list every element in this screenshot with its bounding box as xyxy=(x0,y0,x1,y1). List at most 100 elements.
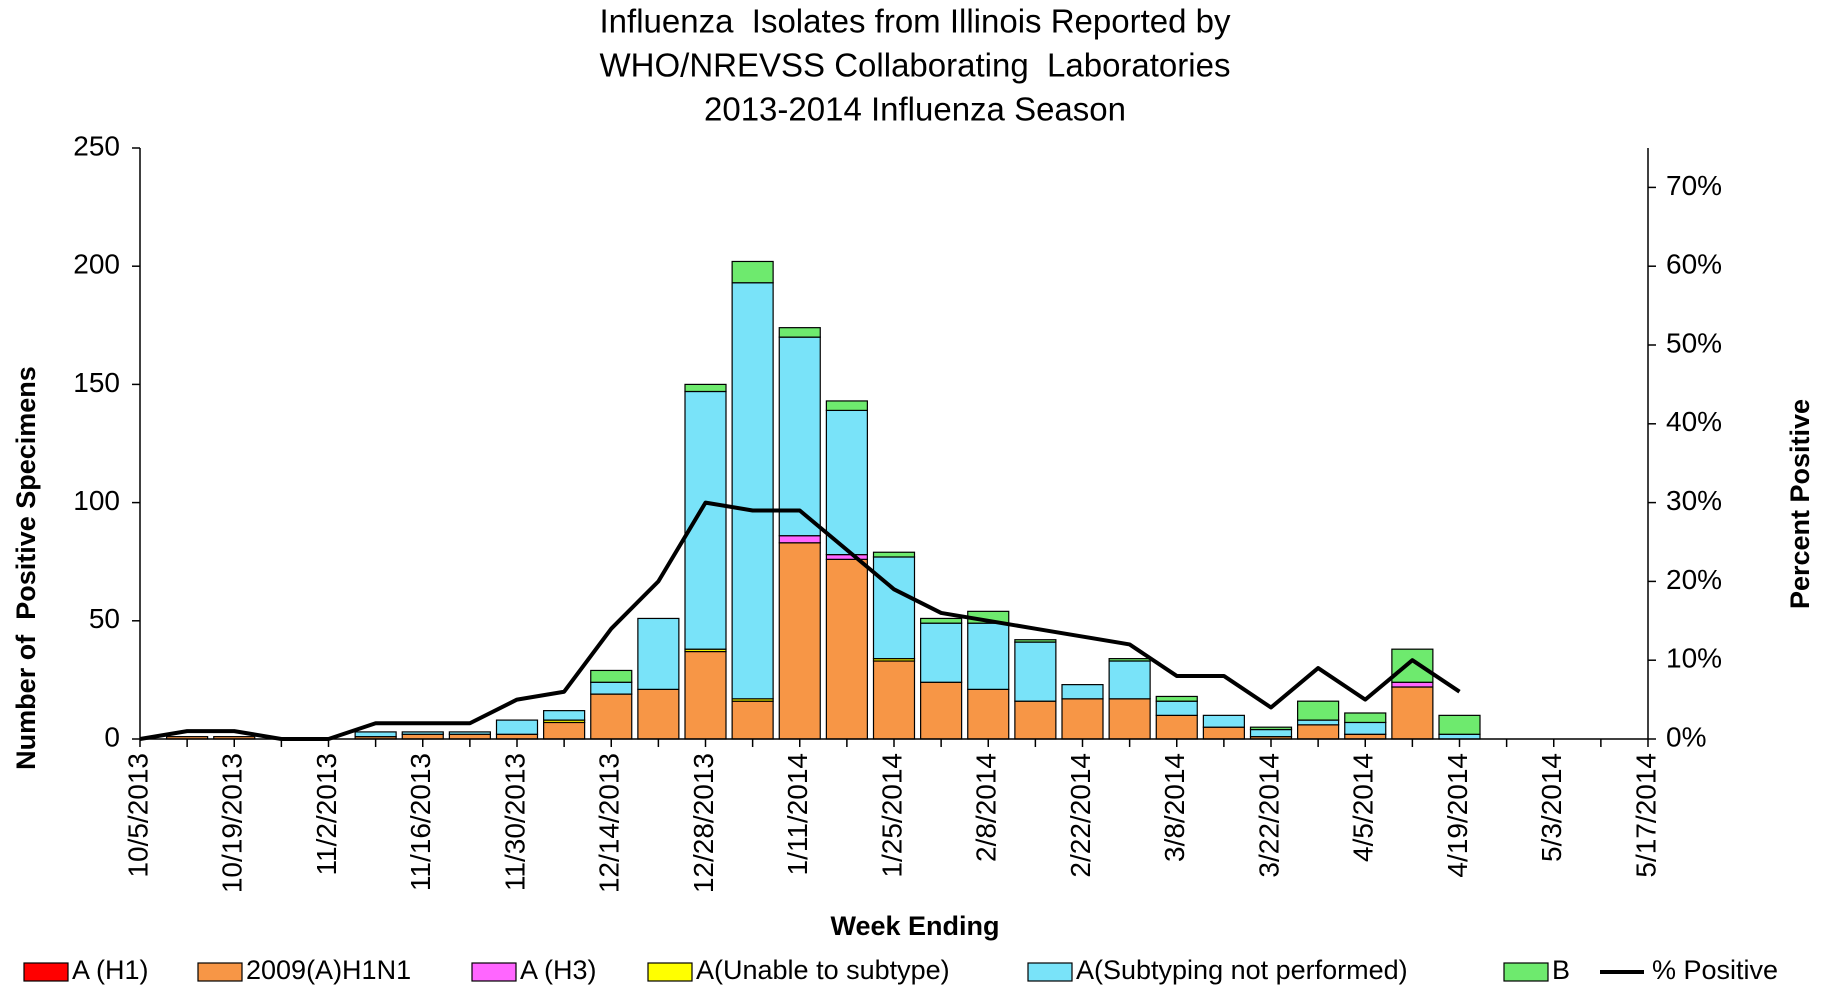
bar-segment xyxy=(778,327,821,338)
y-tick-label: 100 xyxy=(73,485,120,516)
bar-segment xyxy=(543,721,586,740)
bar-segment xyxy=(731,700,774,740)
chart-title: WHO/NREVSS Collaborating Laboratories xyxy=(600,47,1231,84)
bar-segment xyxy=(1344,712,1387,724)
y-tick-label: 50 xyxy=(89,603,120,634)
bar-segment xyxy=(590,681,633,695)
bar-segment xyxy=(1249,728,1293,738)
bar-segment xyxy=(825,558,868,740)
legend-label: A(Subtyping not performed) xyxy=(1076,955,1408,985)
bar-segment xyxy=(1108,698,1151,740)
bar-segment xyxy=(1155,695,1198,702)
bar-segment xyxy=(1108,658,1151,662)
bar-segment xyxy=(543,710,586,721)
x-tick-label: 10/19/2013 xyxy=(217,753,248,893)
legend-swatch xyxy=(471,962,517,982)
bar-segment xyxy=(778,535,821,544)
bar-segment xyxy=(825,554,868,560)
legend-swatch xyxy=(647,962,693,982)
bar-segment xyxy=(1344,721,1387,735)
chart-title: 2013-2014 Influenza Season xyxy=(704,91,1126,128)
legend-swatch xyxy=(197,962,243,982)
bar-segment xyxy=(1155,714,1198,740)
bar-segment xyxy=(825,409,868,556)
bar-segment xyxy=(1061,684,1104,700)
x-tick-label: 3/22/2014 xyxy=(1253,753,1284,878)
x-tick-label: 4/19/2014 xyxy=(1442,753,1473,878)
legend-label: 2009(A)H1N1 xyxy=(246,955,411,985)
bar-segment xyxy=(872,660,916,740)
x-tick-label: 11/16/2013 xyxy=(405,753,436,891)
y-tick-label: 250 xyxy=(73,130,120,161)
bar-segment xyxy=(1155,700,1198,716)
bar-segment xyxy=(1014,639,1057,643)
bar-segment xyxy=(1061,698,1104,740)
bar-segment xyxy=(354,731,397,738)
bar-segment xyxy=(401,731,444,735)
bar-segment xyxy=(495,719,539,735)
bar-segment xyxy=(1391,648,1434,683)
x-tick-label: 5/17/2014 xyxy=(1630,753,1661,878)
x-tick-label: 4/5/2014 xyxy=(1348,753,1379,862)
bar-segment xyxy=(448,731,491,735)
x-axis-label: Week Ending xyxy=(830,911,999,941)
x-tick-label: 11/30/2013 xyxy=(499,753,530,891)
bar-segment xyxy=(1391,681,1434,688)
bar-segment xyxy=(1297,724,1340,740)
bar-segment xyxy=(1438,714,1481,735)
legend-label: A(Unable to subtype) xyxy=(696,955,950,985)
bar-segment xyxy=(920,622,963,683)
x-tick-label: 1/25/2014 xyxy=(876,753,907,878)
bar-segment xyxy=(731,260,774,284)
bar-segment xyxy=(920,617,963,624)
x-tick-label: 1/11/2014 xyxy=(782,753,813,876)
y-tick-label: 150 xyxy=(73,367,120,398)
bar-segment xyxy=(1202,726,1245,740)
y2-tick-label: 70% xyxy=(1666,170,1722,201)
bar-segment xyxy=(684,650,727,740)
y2-tick-label: 50% xyxy=(1666,327,1722,358)
y2-tick-label: 20% xyxy=(1666,564,1722,595)
legend-swatch xyxy=(23,962,69,982)
legend-label: A (H3) xyxy=(520,955,597,985)
x-tick-label: 2/22/2014 xyxy=(1065,753,1096,878)
bar-segment xyxy=(825,400,868,412)
x-tick-label: 11/2/2013 xyxy=(311,753,342,876)
y2-tick-label: 60% xyxy=(1666,249,1722,280)
bar-segment xyxy=(637,617,680,690)
bar-segment xyxy=(1297,700,1340,721)
bar-segment xyxy=(731,282,774,700)
bar-segment xyxy=(684,383,727,393)
bar-segment xyxy=(1108,660,1151,700)
y2-tick-label: 10% xyxy=(1666,643,1722,674)
bar-segment xyxy=(1202,714,1245,728)
bar-segment xyxy=(920,681,963,740)
legend-label: % Positive xyxy=(1652,955,1778,985)
bar-segment xyxy=(1014,700,1057,740)
bar-segment xyxy=(778,542,821,740)
bar-segment xyxy=(637,688,680,740)
bar-segment xyxy=(778,336,821,537)
legend-swatch xyxy=(1503,962,1549,982)
bar-segment xyxy=(1297,719,1340,726)
y-tick-label: 0 xyxy=(104,721,120,752)
bar-segment xyxy=(967,688,1010,740)
bar-segment xyxy=(590,693,633,740)
y-axis-label: Number of Positive Specimens xyxy=(11,366,41,770)
x-tick-label: 2/8/2014 xyxy=(971,753,1002,862)
bar-segment xyxy=(872,551,916,558)
x-tick-label: 12/14/2013 xyxy=(594,753,625,893)
bar-segment xyxy=(967,622,1010,690)
y2-axis-label: Percent Positive xyxy=(1785,399,1815,609)
y2-tick-label: 0% xyxy=(1666,721,1706,752)
legend-swatch xyxy=(1027,962,1073,982)
x-tick-label: 5/3/2014 xyxy=(1536,753,1567,862)
bar-segment xyxy=(1249,726,1293,731)
bar-segment xyxy=(872,556,916,660)
y-tick-label: 200 xyxy=(73,249,120,280)
bar-segment xyxy=(590,669,633,683)
x-tick-label: 10/5/2013 xyxy=(122,753,153,878)
bar-segment xyxy=(1014,641,1057,702)
legend-label: B xyxy=(1552,955,1570,985)
